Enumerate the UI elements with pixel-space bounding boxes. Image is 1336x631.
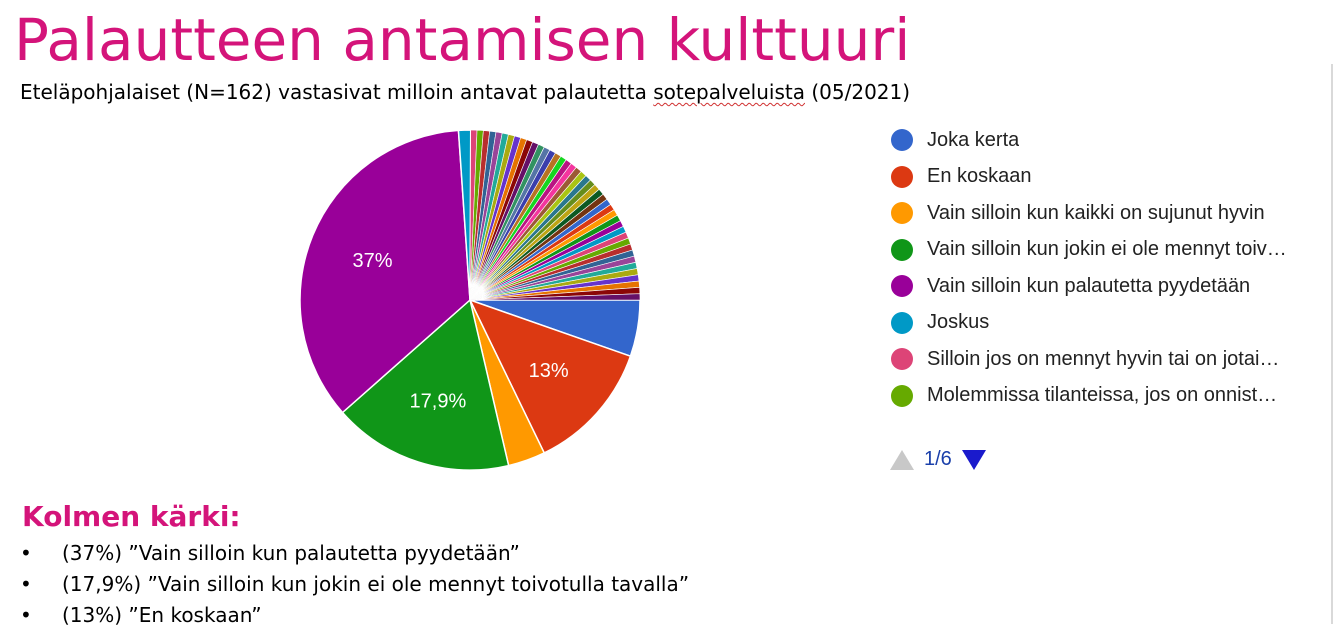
legend-swatch-icon bbox=[891, 311, 913, 334]
pie-slice-label: 17,9% bbox=[410, 390, 467, 412]
top3-heading: Kolmen kärki: bbox=[22, 500, 241, 533]
top3-list: • (37%) ”Vain silloin kun palautetta pyyd… bbox=[20, 538, 689, 631]
top3-item-text: (13%) ”En koskaan” bbox=[62, 603, 262, 627]
pie-slice[interactable] bbox=[468, 298, 632, 454]
legend-swatch-icon bbox=[891, 202, 913, 225]
legend-item[interactable]: Joka kerta bbox=[888, 122, 1336, 159]
legend-item[interactable]: Molemmissa tilanteissa, jos on onnist… bbox=[888, 378, 1336, 415]
bullet-icon: • bbox=[20, 603, 32, 627]
legend-label: Vain silloin kun kaikki on sujunut hyvin bbox=[927, 201, 1265, 224]
legend-label: En koskaan bbox=[927, 165, 1032, 188]
legend-item[interactable]: Vain silloin kun palautetta pyydetään bbox=[888, 268, 1336, 305]
legend-label: Molemmissa tilanteissa, jos on onnist… bbox=[927, 384, 1278, 407]
subtitle-date: (05/2021) bbox=[805, 80, 911, 104]
bullet-icon: • bbox=[20, 572, 32, 596]
legend-swatch-icon bbox=[891, 384, 913, 407]
legend-label: Vain silloin kun jokin ei ole mennyt toi… bbox=[927, 238, 1287, 261]
subtitle-text: Eteläpohjalaiset (N=162) vastasivat mill… bbox=[20, 80, 654, 104]
legend-swatch-icon bbox=[891, 275, 913, 298]
legend-label: Silloin jos on mennyt hyvin tai on jotai… bbox=[927, 347, 1280, 370]
legend-swatch-icon bbox=[891, 165, 913, 188]
legend-label: Joskus bbox=[927, 311, 990, 334]
pie-slice-label: 13% bbox=[529, 360, 569, 382]
legend-swatch-icon bbox=[891, 348, 913, 371]
legend-item[interactable]: Silloin jos on mennyt hyvin tai on jotai… bbox=[888, 341, 1336, 378]
top3-item: • (13%) ”En koskaan” bbox=[20, 600, 689, 631]
pie-slice-label: 37% bbox=[352, 250, 392, 272]
legend-label: Joka kerta bbox=[927, 128, 1020, 151]
chart-legend: Joka kerta En koskaan Vain silloin kun kai… bbox=[888, 122, 1336, 414]
legend-swatch-icon bbox=[891, 129, 913, 152]
pie-slice[interactable] bbox=[300, 129, 471, 414]
slide-edge-divider bbox=[1331, 64, 1333, 624]
bullet-icon: • bbox=[20, 541, 32, 565]
pie-chart: 13% 17,9% 37% bbox=[300, 129, 641, 471]
legend-prev-page-button[interactable] bbox=[890, 449, 914, 470]
legend-page-indicator: 1/6 bbox=[924, 448, 952, 470]
legend-item[interactable]: Joskus bbox=[888, 305, 1336, 342]
legend-pager: 1/6 bbox=[890, 448, 986, 471]
page-title: Palautteen antamisen kulttuuri bbox=[14, 6, 911, 74]
top3-item: • (37%) ”Vain silloin kun palautetta pyyd… bbox=[20, 538, 689, 569]
top3-item-text: (17,9%) ”Vain silloin kun jokin ei ole m… bbox=[62, 572, 690, 596]
legend-item[interactable]: En koskaan bbox=[888, 159, 1336, 196]
top3-item: • (17,9%) ”Vain silloin kun jokin ei ole … bbox=[20, 569, 689, 600]
subtitle-underlined-word: sotepalveluista bbox=[653, 80, 805, 104]
legend-next-page-button[interactable] bbox=[961, 449, 986, 470]
pie-slice[interactable] bbox=[341, 298, 510, 471]
legend-item[interactable]: Vain silloin kun kaikki on sujunut hyvin bbox=[888, 195, 1336, 232]
legend-item[interactable]: Vain silloin kun jokin ei ole mennyt toi… bbox=[888, 232, 1336, 269]
legend-label: Vain silloin kun palautetta pyydetään bbox=[927, 274, 1251, 297]
legend-swatch-icon bbox=[891, 238, 913, 261]
pie-slice[interactable] bbox=[469, 293, 641, 301]
subtitle: Eteläpohjalaiset (N=162) vastasivat mill… bbox=[20, 78, 910, 106]
top3-item-text: (37%) ”Vain silloin kun palautetta pyyde… bbox=[62, 541, 520, 565]
